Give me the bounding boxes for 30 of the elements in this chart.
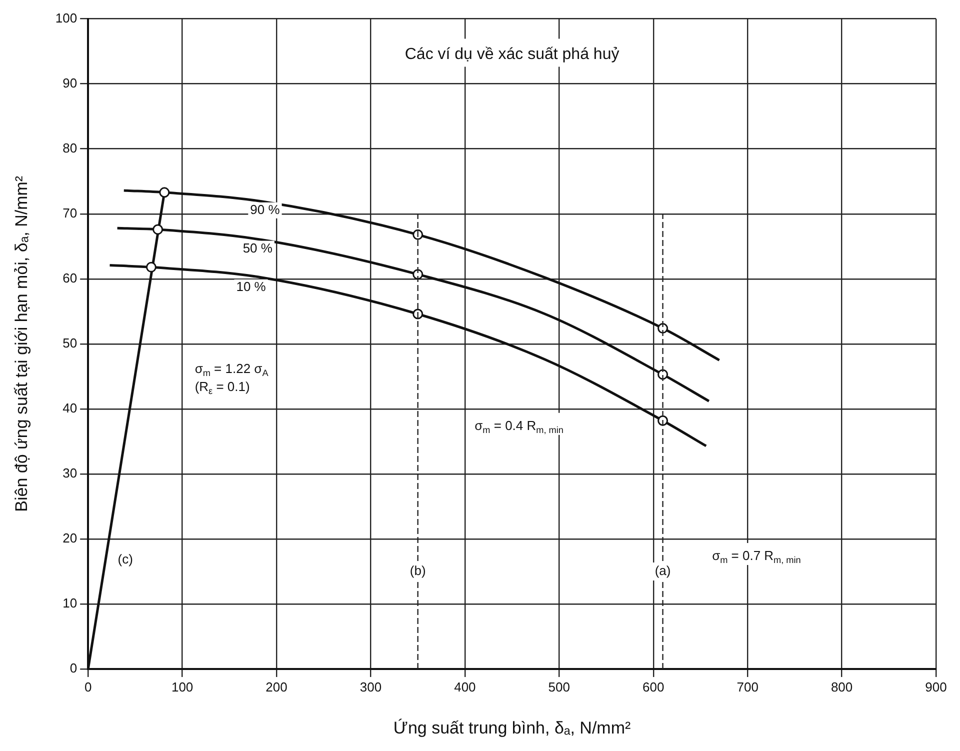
y-tick-label: 100 — [55, 10, 78, 26]
y-tick-label: 0 — [70, 660, 78, 676]
x-tick-label: 900 — [925, 679, 947, 694]
x-tick-label: 500 — [548, 679, 570, 694]
series-label: 50 % — [242, 240, 273, 256]
series-label: 90 % — [250, 202, 280, 217]
series-label: (c) — [118, 551, 133, 566]
x-axis-title: Ứng suất trung bình, δₐ, N/mm² — [393, 718, 631, 738]
x-tick-label: 0 — [84, 679, 92, 694]
x-tick-label: 300 — [360, 679, 382, 694]
x-tick-label: 100 — [171, 679, 194, 694]
y-tick-label: 10 — [62, 596, 78, 611]
y-tick-label: 80 — [62, 140, 78, 156]
y-axis-title: Biên độ ứng suất tại giới hạn mỏi, δₐ, N/mm² — [12, 176, 31, 512]
ref-line-label: (a) — [654, 563, 671, 578]
y-tick-label: 30 — [62, 466, 78, 481]
ref-line-label: (b) — [410, 563, 426, 578]
x-tick-label: 700 — [736, 679, 758, 694]
y-tick-label: 70 — [62, 205, 78, 220]
x-tick-label: 200 — [266, 679, 288, 694]
y-tick-label: 90 — [62, 75, 78, 90]
y-tick-label: 50 — [62, 335, 78, 350]
x-tick-label: 800 — [830, 679, 853, 694]
y-tick-label: 40 — [62, 400, 78, 416]
series-label: 10 % — [236, 278, 266, 294]
x-tick-label: 400 — [454, 679, 476, 694]
y-tick-label: 20 — [62, 530, 78, 546]
x-tick-label: 600 — [642, 679, 664, 694]
text: Các ví dụ về xác suất phá huỷ — [404, 46, 620, 63]
y-tick-label: 60 — [62, 270, 78, 286]
